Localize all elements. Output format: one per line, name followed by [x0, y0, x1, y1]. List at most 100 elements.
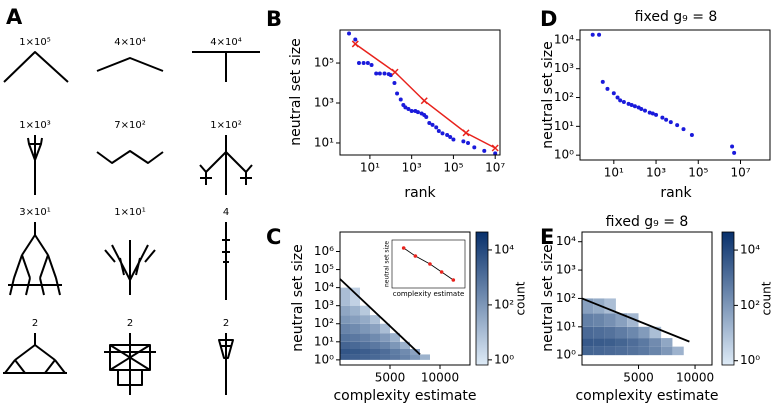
x-axis-label: rank: [404, 185, 436, 201]
colorbar: [721, 231, 735, 366]
point: [605, 86, 610, 91]
colorbar-tick-label: 10⁴: [740, 243, 760, 257]
heat-cell: [627, 338, 639, 347]
point: [461, 139, 466, 144]
panel-letter: D: [540, 7, 557, 31]
shape-label: 1×10³: [19, 120, 50, 131]
y-tick-label: 10¹: [314, 334, 334, 348]
point: [448, 134, 453, 139]
y-tick-label: 10⁵: [314, 56, 334, 70]
heat-cell: [638, 338, 650, 347]
y-tick-label: 10⁰: [314, 352, 334, 366]
point: [590, 32, 595, 37]
shape-label: 1×10⁵: [19, 37, 50, 48]
y-tick-label: 10¹: [556, 319, 576, 333]
colorbar-tick-label: 10⁴: [494, 242, 514, 256]
fit-line: [581, 297, 690, 343]
shape-label: 1×10²: [210, 120, 241, 131]
fit-line: [339, 278, 421, 356]
heat-cell: [420, 354, 430, 360]
heat-cell: [582, 326, 594, 339]
x-axis-label: complexity estimate: [575, 388, 718, 404]
point: [451, 137, 456, 142]
heat-cell: [615, 338, 628, 347]
heat-cell: [360, 348, 370, 355]
y-axis-label: neutral set size: [540, 244, 556, 352]
shape-label: 3×10¹: [19, 207, 50, 218]
y-axis-label: neutral set size: [288, 38, 304, 146]
heat-cell: [604, 326, 616, 339]
y-tick-label: 10³: [314, 298, 334, 312]
point: [493, 151, 498, 156]
heat-cell: [350, 354, 360, 360]
point: [621, 99, 626, 104]
heat-cell: [370, 323, 380, 334]
point: [632, 104, 637, 109]
y-tick-label: 10⁰: [556, 348, 576, 362]
inset-point: [413, 254, 418, 258]
heat-cell: [638, 346, 650, 356]
heat-cell: [649, 346, 662, 356]
point: [398, 97, 403, 102]
x-tick-label: 10000: [421, 371, 459, 385]
heat-cell: [370, 315, 380, 324]
y-tick-label: 10²: [556, 291, 576, 305]
y-tick-label: 10⁴: [554, 32, 574, 46]
heat-cell: [615, 326, 628, 339]
point: [618, 98, 623, 103]
x-tick-label: 10¹: [604, 166, 624, 180]
plot-frame: [579, 29, 771, 161]
heat-cell: [340, 305, 350, 316]
heat-cell: [615, 346, 628, 356]
x-tick-label: 10⁷: [485, 161, 505, 175]
heat-cell: [400, 341, 410, 349]
marker: [351, 40, 359, 48]
point: [395, 91, 400, 96]
heat-cell: [360, 315, 370, 324]
heat-cell: [350, 315, 360, 324]
plot-frame: [339, 29, 501, 156]
heat-cell: [350, 305, 360, 316]
point: [369, 62, 374, 67]
heat-cell: [350, 323, 360, 334]
heat-cell: [340, 348, 350, 355]
heat-cell: [340, 341, 350, 349]
x-tick-label: 10³: [402, 161, 422, 175]
heat-cell: [390, 341, 400, 349]
fit-line: [354, 43, 496, 149]
shape-label: 1×10¹: [114, 207, 145, 218]
heat-cell: [340, 354, 350, 360]
point: [374, 71, 379, 76]
heat-cell: [360, 323, 370, 334]
y-tick-label: 10³: [314, 96, 334, 110]
plot-frame: [581, 231, 713, 366]
inset-point: [428, 262, 432, 266]
heat-cell: [627, 346, 639, 356]
heat-cell: [593, 313, 605, 327]
point: [361, 61, 366, 66]
point: [675, 123, 680, 128]
heat-cell: [390, 348, 400, 355]
panel-a-shapes: [3, 51, 260, 395]
point: [689, 133, 694, 138]
y-tick-label: 10⁴: [556, 234, 576, 248]
inset-point: [401, 246, 406, 250]
point: [650, 111, 655, 116]
y-tick-label: 10⁶: [314, 244, 334, 258]
heat-cell: [627, 326, 639, 339]
marker: [420, 97, 428, 105]
x-tick-label: 10000: [676, 371, 714, 385]
y-tick-label: 10⁵: [314, 262, 334, 276]
x-tick-label: 10⁵: [443, 161, 463, 175]
heat-cell: [604, 346, 616, 356]
inset-y-label: neutral set size: [384, 241, 391, 287]
point: [600, 79, 605, 84]
x-axis-label: rank: [660, 185, 692, 201]
point: [639, 106, 644, 111]
point: [445, 133, 450, 138]
marker: [491, 144, 499, 152]
heat-cell: [582, 346, 594, 356]
point: [409, 108, 414, 113]
heat-cell: [390, 333, 400, 342]
